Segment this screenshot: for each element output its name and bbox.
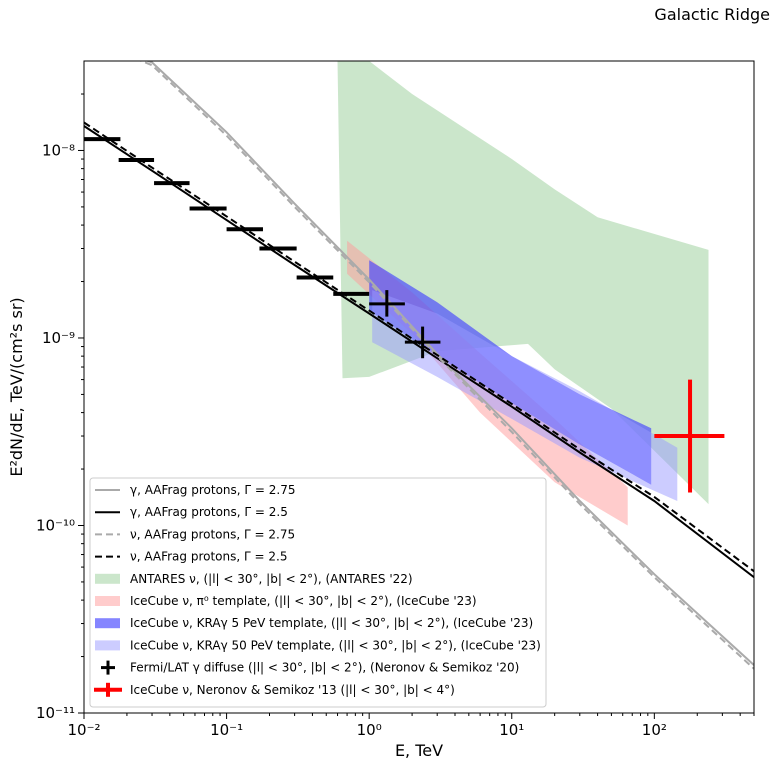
y-tick-label-3: 10⁻⁸ (42, 141, 75, 159)
plot-area-frame (83, 60, 755, 714)
y-tick-label-0: 10⁻¹¹ (36, 704, 75, 722)
x-tick-label-2: 10⁰ (357, 721, 382, 739)
legend-label-pi0: IceCube ν, π⁰ template, (|l| < 30°, |b| … (130, 594, 477, 608)
line-gamma275 (145, 61, 754, 666)
legend: γ, AAFrag protons, Γ = 2.75 γ, AAFrag pro… (89, 477, 547, 708)
legend-label-antares: ANTARES ν, (|l| < 30°, |b| < 2°), (ANTAR… (130, 572, 413, 586)
y-axis-title: E²dN/dE, TeV/(cm²s sr) (7, 297, 26, 476)
y-tick-label-1: 10⁻¹⁰ (36, 516, 75, 534)
legend-marker-pi0 (95, 596, 120, 606)
legend-label-gamma25: γ, AAFrag protons, Γ = 2.5 (130, 505, 288, 519)
x-tick-label-4: 10² (642, 721, 667, 739)
x-axis-title: E, TeV (395, 741, 443, 760)
line-nu275 (138, 61, 754, 670)
legend-marker-antares (95, 573, 120, 584)
legend-label-nu275: ν, AAFrag protons, Γ = 2.75 (130, 527, 295, 541)
legend-label-gamma275: γ, AAFrag protons, Γ = 2.75 (130, 483, 295, 497)
x-tick-label-3: 10¹ (499, 721, 524, 739)
legend-label-ns13: IceCube ν, Neronov & Semikoz '13 (|l| < … (130, 683, 455, 697)
line-gamma25 (84, 125, 754, 578)
legend-label-fermi: Fermi/LAT γ diffuse (|l| < 30°, |b| < 2°… (130, 661, 519, 675)
band-kra50 (372, 290, 678, 501)
legend-marker-kra5 (95, 618, 120, 629)
band-antares (337, 61, 709, 505)
legend-label-kra50: IceCube ν, KRAγ 50 PeV template, (|l| < … (130, 638, 541, 652)
legend-box (89, 477, 547, 708)
legend-label-nu25: ν, AAFrag protons, Γ = 2.5 (130, 550, 287, 564)
legend-label-kra5: IceCube ν, KRAγ 5 PeV template, (|l| < 3… (130, 616, 533, 630)
x-tick-label-1: 10⁻¹ (210, 721, 243, 739)
chart-title: Galactic Ridge (654, 5, 770, 24)
plot-area (84, 61, 754, 670)
x-tick-label-0: 10⁻² (67, 721, 100, 739)
line-nu25 (84, 121, 754, 573)
y-tick-label-2: 10⁻⁹ (42, 329, 75, 347)
legend-marker-kra50 (95, 640, 120, 651)
